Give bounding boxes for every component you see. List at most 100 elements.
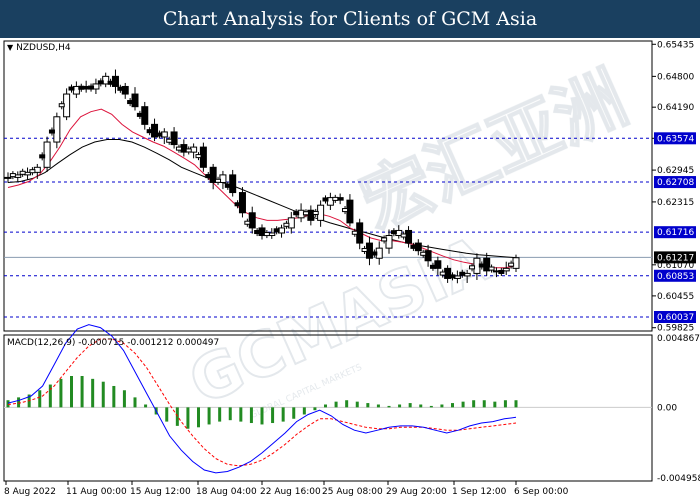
macd-bar [514,400,518,408]
candle-body [302,211,309,216]
price-candles [4,69,520,284]
candle-body [459,271,466,276]
macd-bar [197,407,200,428]
ema-long-line [7,139,517,259]
time-tick-label: 8 Aug 2022 [4,487,56,497]
candle-body [224,183,231,188]
current-price-tag [654,251,696,264]
macd-bar [387,405,391,408]
macd-bar [112,385,116,408]
price-pane [3,40,653,332]
level-tag-label: 0.61716 [657,228,694,238]
candle-body [488,266,495,271]
macd-signal-polyline [7,338,517,467]
macd-main-line [7,324,517,474]
time-tick-label: 29 Aug 20:00 [386,487,447,497]
candle-body [9,173,16,178]
candle-body [107,80,114,85]
macd-bar [6,400,10,408]
candle-body [185,148,192,153]
candle-body [351,230,358,235]
price-tick-label: 0.62315 [657,198,694,208]
candle-body [400,233,407,238]
price-tick-label: 0.62945 [657,166,694,176]
macd-pane [3,334,653,482]
candle-body [502,267,510,272]
candle-body [175,146,182,151]
level-tag [654,269,696,282]
chart-banner-title: Chart Analysis for Clients of GCM Asia [0,0,700,38]
macd-axis: 0.004867 0.00 -0.004958 [657,334,700,484]
candle-body [371,251,378,256]
time-tick-label: 15 Aug 12:00 [130,487,191,497]
macd-bar [239,407,243,422]
macd-bar [292,407,296,419]
time-tick-label: 11 Aug 00:00 [66,487,127,497]
level-tag [654,311,696,324]
macd-bar [271,407,275,424]
horizontal-levels [4,137,652,318]
candle-body [420,251,427,256]
macd-bar [451,403,454,408]
candle-body [254,230,261,235]
macd-bar [207,407,211,425]
macd-tick-label: -0.004958 [657,474,700,484]
candle-body [263,232,270,237]
candle-body [312,210,319,216]
candle-body [29,169,36,174]
macd-bar [355,401,359,408]
candle-body [166,138,173,143]
time-tick-label: 18 Aug 04:00 [196,487,257,497]
time-tick-label: 25 Aug 08:00 [322,487,383,497]
candle-body [439,271,446,276]
macd-signal-line [7,338,517,467]
price-tick-label: 0.61070 [657,261,694,271]
candle-body [273,228,280,233]
macd-bar [503,400,507,408]
candle-body [434,260,442,269]
macd-bar [80,376,84,408]
macd-bar [366,403,370,408]
time-tick-label: 22 Aug 16:00 [260,487,321,497]
candle-body [4,176,12,179]
candle-body [102,75,110,85]
macd-bar [313,407,317,411]
candle-body [146,129,153,134]
macd-bar [70,376,73,408]
candle-body [219,174,227,183]
candle-body [307,209,315,221]
macd-bar [482,400,486,408]
macd-main-polyline [7,324,517,474]
level-tag-label: 0.60853 [657,272,694,282]
candle-body [39,154,46,159]
dropdown-arrow-icon[interactable]: ▼ [7,43,14,52]
candle-body [156,132,163,137]
candle-body [332,196,339,201]
candle-body [170,131,178,146]
price-tick-label: 0.65435 [657,40,694,50]
candle-body [248,212,256,229]
macd-bar [249,407,253,424]
macd-bar [408,403,412,408]
macd-bar [38,390,42,408]
candle-body [19,170,26,175]
candle-body [97,80,104,85]
symbol-name: NZDUSD,H4 [16,43,71,53]
current-price-label: 0.61217 [657,253,694,263]
candle-body [478,263,485,268]
price-tick-label: 0.60455 [657,292,694,302]
chart-canvas[interactable]: GCMASIA 宏汇亚洲 GLOBAL CAPITAL MARKETS 0.65… [0,38,700,500]
candle-body [53,116,61,143]
macd-bar [260,407,264,425]
macd-bar [376,404,380,408]
macd-bar [461,401,465,408]
macd-bar [334,401,338,408]
candle-body [449,274,456,279]
candle-body [390,230,397,235]
macd-bar [218,407,222,422]
macd-bar [281,407,285,422]
level-tag [654,132,696,145]
candle-body [322,197,329,202]
price-tick-label: 0.64190 [657,103,694,113]
symbol-label[interactable]: ▼ NZDUSD,H4 [7,43,71,53]
